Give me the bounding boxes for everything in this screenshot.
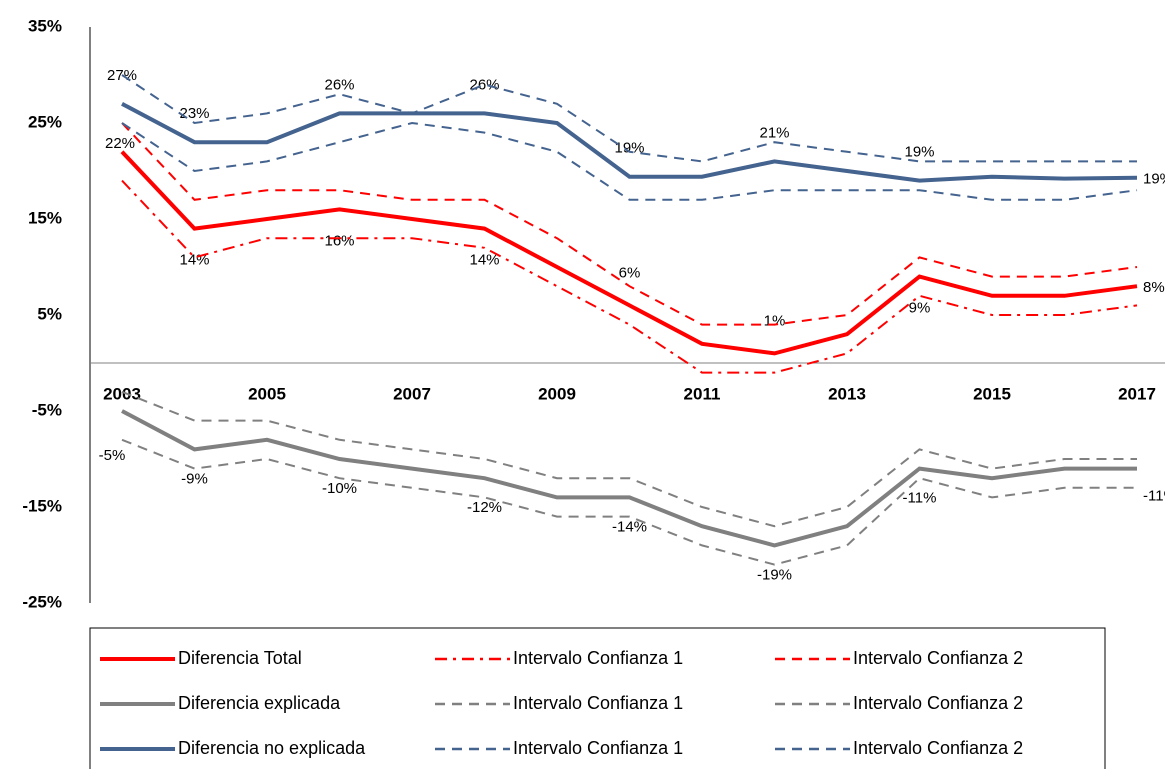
value-label: 19% <box>614 140 644 157</box>
legend-box <box>89 627 1106 769</box>
y-tick-label: -5% <box>32 400 62 419</box>
value-label: 19% <box>1143 171 1165 188</box>
y-tick-label: 5% <box>37 304 62 323</box>
value-label: 6% <box>619 264 641 281</box>
x-tick-label: 2005 <box>248 384 286 403</box>
x-tick-label: 2017 <box>1118 384 1156 403</box>
legend-label: Diferencia Total <box>178 648 302 668</box>
value-label: 26% <box>324 76 354 93</box>
legend-label: Intervalo Confianza 1 <box>513 738 683 758</box>
series-line <box>121 122 1138 326</box>
value-label: 14% <box>469 252 499 269</box>
value-label: 19% <box>904 144 934 161</box>
value-label: 23% <box>179 105 209 122</box>
value-label: -10% <box>322 480 357 497</box>
series-line <box>121 409 1137 548</box>
series-line <box>121 121 1138 201</box>
value-label: -9% <box>181 470 208 487</box>
value-label: -14% <box>612 518 647 535</box>
series-line <box>121 390 1137 528</box>
value-label: 16% <box>324 232 354 249</box>
value-label: 21% <box>759 124 789 141</box>
y-tick-label: 35% <box>28 16 62 35</box>
legend-label: Intervalo Confianza 2 <box>853 693 1023 713</box>
series-line <box>121 102 1138 183</box>
value-label: -11% <box>1143 488 1165 505</box>
value-label: -19% <box>757 566 792 583</box>
series-line <box>121 438 1137 566</box>
value-label: 1% <box>764 312 786 329</box>
legend-label: Intervalo Confianza 1 <box>513 693 683 713</box>
series-line <box>120 150 1138 356</box>
legend-label: Intervalo Confianza 2 <box>853 648 1023 668</box>
y-tick-label: 25% <box>28 112 62 131</box>
value-label: -11% <box>903 490 937 507</box>
legend-label: Diferencia no explicada <box>178 738 366 758</box>
value-label: 22% <box>105 135 135 152</box>
value-label: -5% <box>99 447 126 464</box>
value-label: -12% <box>467 499 502 516</box>
x-tick-label: 2015 <box>973 384 1011 403</box>
x-tick-label: 2003 <box>103 384 141 403</box>
y-tick-label: -15% <box>22 496 62 515</box>
x-tick-label: 2011 <box>684 384 721 403</box>
y-tick-label: 15% <box>28 208 62 227</box>
value-label: 9% <box>909 300 931 317</box>
x-tick-label: 2007 <box>393 384 431 403</box>
legend-label: Diferencia explicada <box>178 693 341 713</box>
value-label: 26% <box>469 76 499 93</box>
value-label: 8% <box>1143 279 1165 296</box>
series-line <box>121 74 1137 163</box>
legend-label: Intervalo Confianza 1 <box>513 648 683 668</box>
x-tick-label: 2009 <box>538 384 576 403</box>
x-tick-label: 2013 <box>828 384 866 403</box>
y-tick-label: -25% <box>22 592 62 611</box>
legend-label: Intervalo Confianza 2 <box>853 738 1023 758</box>
